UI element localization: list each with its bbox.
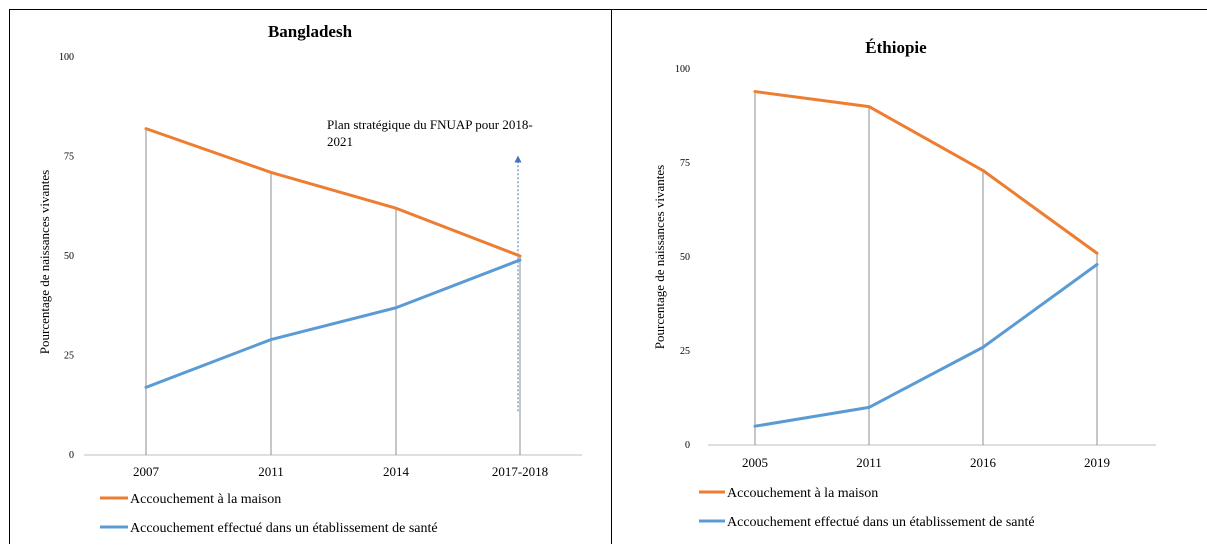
x-tick-label: 2016: [970, 455, 997, 470]
y-tick-label: 50: [680, 252, 690, 263]
y-tick-label: 0: [69, 450, 74, 461]
legend-label-home: Accouchement à la maison: [727, 486, 878, 501]
plot-area: 0 25 50 75 100 2007 2011 2014 2017-2018: [59, 52, 582, 479]
plot-area: 0 25 50 75 100 2005 2011 2016 2019: [675, 64, 1156, 470]
legend-label-home: Accouchement à la maison: [130, 492, 281, 507]
frame-divider: [611, 9, 612, 544]
legend: Accouchement à la maison Accouchement ef…: [100, 492, 438, 536]
annotation-text-line2: 2021: [327, 134, 353, 149]
chart-bangladesh: Bangladesh Pourcentage de naissances viv…: [37, 22, 582, 536]
y-tick-label: 100: [675, 64, 690, 75]
y-tick-label: 0: [685, 440, 690, 451]
legend-label-facility: Accouchement effectué dans un établissem…: [130, 521, 438, 536]
series-line-home-delivery: [753, 90, 1099, 255]
series-line-facility-delivery: [753, 263, 1099, 428]
y-tick-label: 75: [64, 152, 74, 163]
annotation-text-line1: Plan stratégique du FNUAP pour 2018-: [327, 117, 533, 132]
x-tick-label: 2014: [383, 464, 410, 479]
legend: Accouchement à la maison Accouchement ef…: [699, 486, 1035, 530]
series-line-home-delivery: [144, 127, 522, 258]
y-axis-label: Pourcentage de naissances vivantes: [37, 170, 52, 354]
x-tick-label: 2011: [258, 464, 284, 479]
y-tick-label: 75: [680, 158, 690, 169]
annotation-arrow-head: [514, 155, 522, 163]
y-axis-label: Pourcentage de naissances vivantes: [652, 165, 667, 349]
x-tick-label: 2019: [1084, 455, 1110, 470]
y-tick-label: 25: [680, 346, 690, 357]
chart-title: Bangladesh: [268, 22, 353, 41]
legend-label-facility: Accouchement effectué dans un établissem…: [727, 515, 1035, 530]
y-tick-label: 100: [59, 52, 74, 63]
series-line-facility-delivery: [144, 258, 522, 389]
frame-left-border: [9, 9, 10, 544]
y-tick-label: 50: [64, 251, 74, 262]
y-tick-label: 25: [64, 351, 74, 362]
frame-top-border: [9, 9, 1207, 10]
x-tick-label: 2017-2018: [492, 464, 548, 479]
x-tick-label: 2011: [856, 455, 882, 470]
chart-panel-ethiopia: Éthiopie Pourcentage de naissances vivan…: [612, 0, 1207, 544]
x-tick-label: 2005: [742, 455, 768, 470]
chart-ethiopia: Éthiopie Pourcentage de naissances vivan…: [652, 38, 1156, 530]
chart-panel-bangladesh: Bangladesh Pourcentage de naissances viv…: [37, 22, 582, 536]
x-tick-label: 2007: [133, 464, 160, 479]
chart-title: Éthiopie: [865, 38, 927, 57]
